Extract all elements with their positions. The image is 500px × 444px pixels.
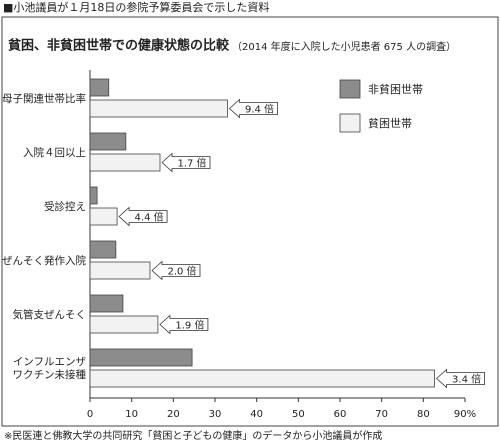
x-tick-label: 40 [250, 409, 263, 420]
x-tick-label: 10 [125, 409, 138, 420]
legend-swatch [339, 79, 361, 99]
bar [89, 369, 435, 388]
bar [89, 294, 124, 313]
header: ■小池議員が１月18日の参院予算委員会で示した資料 [3, 0, 269, 14]
callout-label: 4.4 倍 [135, 211, 164, 224]
callout-label: 9.4 倍 [245, 103, 274, 116]
bar [89, 348, 193, 367]
bar [89, 261, 151, 280]
bar [89, 78, 110, 97]
bar [89, 132, 127, 151]
y-tick-label: インフルエンザ ワクチン未接種 [12, 356, 87, 381]
x-tick-label: 90% [454, 409, 476, 420]
chart-title: 貧困、非貧困世帯での健康状態の比較 [8, 38, 230, 54]
bar [89, 153, 161, 172]
x-tick-label: 30 [209, 409, 222, 420]
y-tick-label: 気管支ぜんそく [12, 308, 87, 321]
callout-label: 3.4 倍 [452, 373, 481, 386]
bar [89, 240, 117, 259]
callout-label: 2.0 倍 [167, 265, 196, 278]
callout-arrow [151, 260, 201, 281]
callout-arrow [228, 98, 278, 119]
footnote: ※民医連と佛教大学の共同研究「貧困と子どもの健康」のデータから小池議員が作成 [4, 429, 382, 442]
chart-subtitle: （2014 年度に入院した小児患者 675 人の調査） [232, 40, 456, 53]
callout-arrow [435, 368, 485, 389]
x-tick-label: 60 [334, 409, 347, 420]
y-tick-label: 受診控え [44, 200, 86, 213]
bar [89, 186, 98, 205]
x-tick-label: 80 [417, 409, 430, 420]
frame [1, 16, 499, 427]
x-tick-label: 0 [87, 409, 93, 420]
bar [89, 99, 228, 118]
x-tick-label: 70 [375, 409, 388, 420]
x-tick-label: 50 [292, 409, 305, 420]
y-tick-label: ぜんそく発作入院 [2, 254, 86, 267]
bar [89, 315, 159, 334]
callout-arrow [118, 206, 168, 227]
legend-swatch [339, 113, 361, 133]
x-tick-label: 20 [167, 409, 180, 420]
callout-arrow [159, 314, 209, 335]
callout-label: 1.7 倍 [177, 157, 206, 170]
legend-label: 貧困世帯 [368, 117, 412, 130]
y-tick-label: 母子関連世帯比率 [2, 92, 86, 105]
callout-arrow [161, 152, 211, 173]
legend-label: 非貧困世帯 [368, 83, 423, 96]
y-tick-label: 入院４回以上 [23, 146, 86, 159]
bar [89, 207, 118, 226]
callout-label: 1.9 倍 [175, 319, 204, 332]
